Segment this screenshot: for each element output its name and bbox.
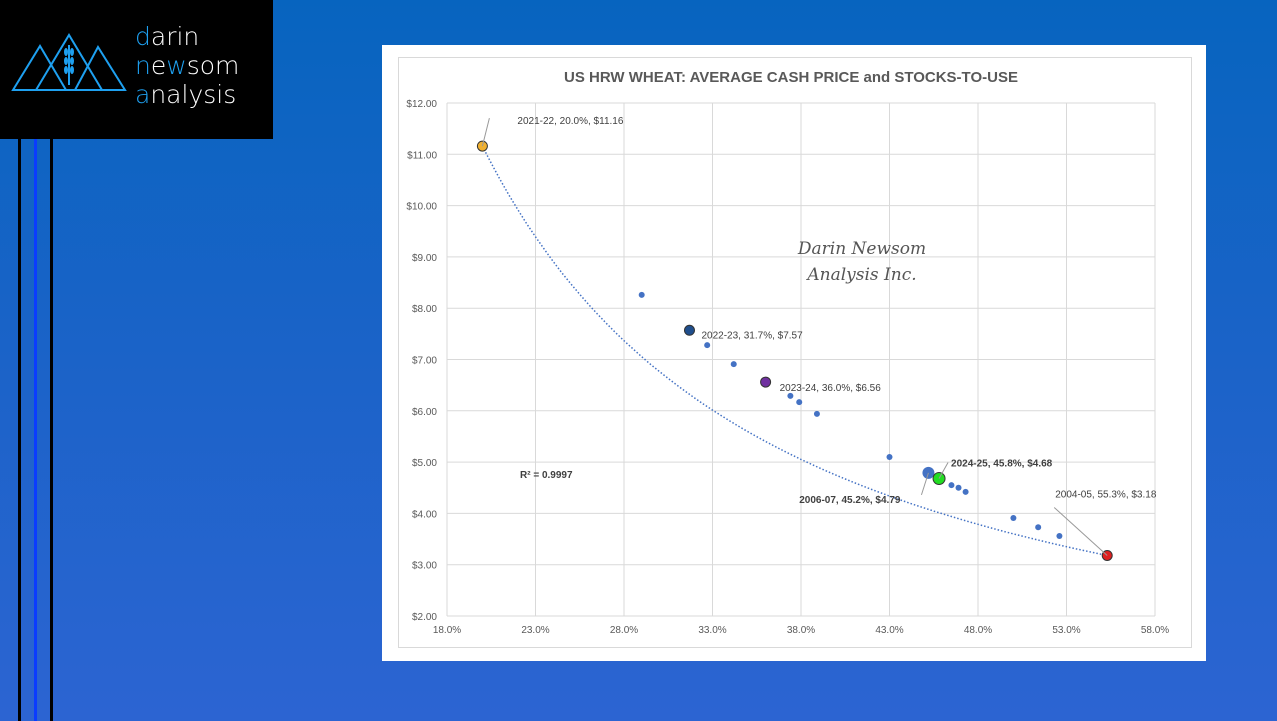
trendline [481, 145, 1103, 556]
data-label: 2022-23, 31.7%, $7.57 [701, 330, 803, 341]
y-tick-label: $6.00 [412, 407, 437, 418]
logo-text: darin newsom analysis [135, 22, 240, 109]
decor-line [34, 139, 37, 721]
data-label: 2023-24, 36.0%, $6.56 [780, 383, 882, 394]
y-tick-label: $10.00 [406, 202, 437, 213]
y-tick-label: $2.00 [412, 612, 437, 623]
data-point [704, 342, 711, 349]
data-point [962, 488, 969, 495]
chart-title: US HRW WHEAT: AVERAGE CASH PRICE and STO… [564, 69, 1018, 86]
y-tick-label: $8.00 [412, 304, 437, 315]
x-tick-label: 28.0% [610, 625, 638, 636]
highlight-point [760, 376, 772, 388]
data-point [886, 453, 893, 460]
leader-line [1053, 507, 1108, 556]
y-tick-label: $3.00 [412, 561, 437, 572]
data-label: 2021-22, 20.0%, $11.16 [517, 116, 623, 127]
y-tick-label: $11.00 [407, 150, 437, 161]
watermark: Darin Newsom Analysis Inc. [797, 239, 926, 285]
r-squared-label: R² = 0.9997 [520, 470, 573, 481]
data-point [1010, 515, 1017, 522]
leader-line [920, 472, 929, 496]
watermark-line: Analysis Inc. [805, 265, 916, 285]
mountain-wheat-logo-icon [11, 33, 127, 91]
y-tick-label: $5.00 [412, 458, 437, 469]
x-tick-label: 18.0% [433, 625, 461, 636]
data-label: 2006-07, 45.2%, $4.79 [799, 495, 901, 506]
leader-line [481, 117, 490, 147]
y-tick-label: $7.00 [412, 356, 437, 367]
y-tick-label: $4.00 [412, 509, 437, 520]
x-tick-label: 38.0% [787, 625, 815, 636]
leader-line [938, 462, 949, 479]
data-label: 2024-25, 45.8%, $4.68 [951, 459, 1053, 470]
data-point [813, 410, 820, 417]
chart-area-border [398, 57, 1192, 648]
x-tick-label: 48.0% [964, 625, 992, 636]
x-tick-label: 33.0% [698, 625, 726, 636]
data-point [796, 399, 803, 406]
data-label: 2004-05, 55.3%, $3.18 [1055, 489, 1157, 500]
decor-line [50, 139, 53, 721]
data-point [948, 482, 955, 489]
watermark-line: Darin Newsom [797, 239, 926, 259]
data-point [638, 291, 645, 298]
data-point [1035, 524, 1042, 531]
x-tick-label: 58.0% [1141, 625, 1169, 636]
data-point [787, 392, 794, 399]
y-tick-label: $9.00 [412, 253, 437, 264]
chart-panel [382, 45, 1206, 661]
highlight-point [683, 324, 695, 336]
x-tick-label: 43.0% [875, 625, 903, 636]
data-point [955, 484, 962, 491]
x-tick-label: 23.0% [521, 625, 549, 636]
data-point [730, 361, 737, 368]
y-tick-label: $12.00 [406, 99, 437, 110]
data-point [1056, 532, 1063, 539]
decor-line [18, 139, 21, 721]
logo: darin newsom analysis [0, 0, 273, 139]
x-tick-label: 53.0% [1052, 625, 1080, 636]
